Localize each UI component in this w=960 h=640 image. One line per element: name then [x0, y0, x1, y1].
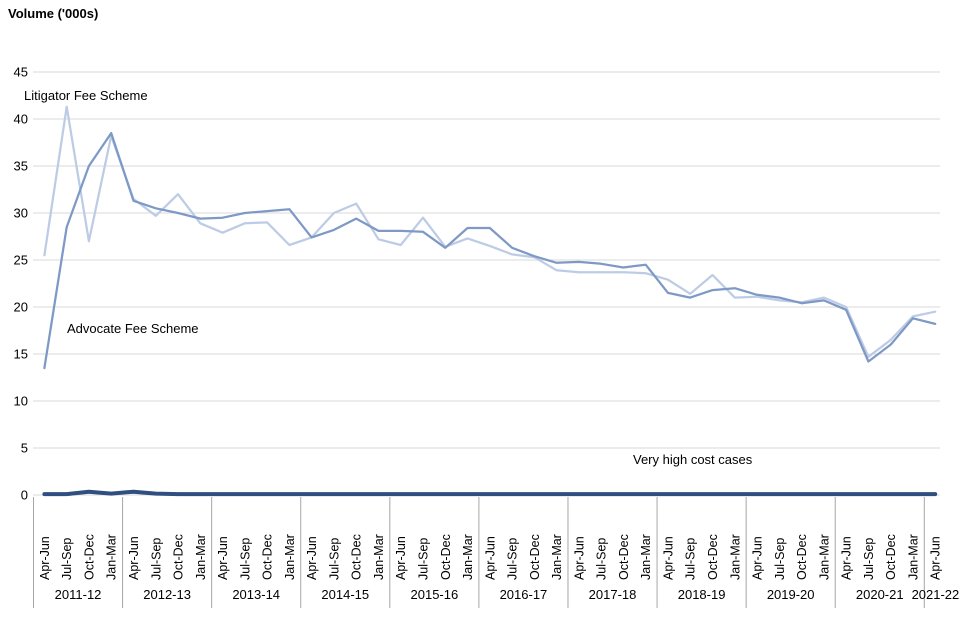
- x-quarter-label: Jan-Mar: [906, 534, 920, 580]
- series-line-litigator-fee-scheme: [43, 105, 937, 358]
- series-line-advocate-fee-scheme: [43, 131, 937, 370]
- chart-title: Volume ('000s): [8, 6, 99, 21]
- x-year-label: 2019-20: [767, 587, 815, 602]
- x-quarter-label: Jan-Mar: [283, 534, 297, 580]
- y-tick-label: 10: [14, 394, 28, 409]
- x-quarter-label: Apr-Jun: [572, 536, 586, 580]
- x-quarter-label: Jul-Sep: [238, 538, 252, 580]
- x-quarter-label: Jan-Mar: [550, 534, 564, 580]
- x-quarter-label: Jul-Sep: [862, 538, 876, 580]
- x-quarter-label: Apr-Jun: [483, 536, 497, 580]
- x-quarter-label: Oct-Dec: [795, 534, 809, 580]
- y-tick-label: 15: [14, 347, 28, 362]
- y-tick-label: 20: [14, 300, 28, 315]
- x-quarter-label: Oct-Dec: [350, 534, 364, 580]
- x-quarter-label: Jan-Mar: [728, 534, 742, 580]
- series-label-litigator-fee-scheme: Litigator Fee Scheme: [24, 88, 148, 103]
- x-quarter-label: Oct-Dec: [617, 534, 631, 580]
- x-quarter-label: Jan-Mar: [817, 534, 831, 580]
- x-quarter-label: Jan-Mar: [639, 534, 653, 580]
- y-tick-label: 5: [21, 441, 28, 456]
- x-year-label: 2016-17: [500, 587, 548, 602]
- x-quarter-label: Apr-Jun: [216, 536, 230, 580]
- x-quarter-label: Oct-Dec: [82, 534, 96, 580]
- x-quarter-label: Apr-Jun: [394, 536, 408, 580]
- x-year-label: 2017-18: [589, 587, 637, 602]
- x-quarter-label: Oct-Dec: [528, 534, 542, 580]
- y-tick-label: 25: [14, 253, 28, 268]
- x-year-label: 2021-22: [912, 587, 960, 602]
- x-quarter-label: Jul-Sep: [773, 538, 787, 580]
- series-label-very-high-cost-cases: Very high cost cases: [633, 452, 753, 467]
- x-year-label: 2015-16: [411, 587, 459, 602]
- x-quarter-label: Apr-Jun: [840, 536, 854, 580]
- x-quarter-label: Jul-Sep: [506, 538, 520, 580]
- x-quarter-label: Oct-Dec: [706, 534, 720, 580]
- x-quarter-label: Jan-Mar: [105, 534, 119, 580]
- x-quarter-label: Apr-Jun: [305, 536, 319, 580]
- x-quarter-label: Apr-Jun: [38, 536, 52, 580]
- x-quarter-label: Jul-Sep: [684, 538, 698, 580]
- series-label-advocate-fee-scheme: Advocate Fee Scheme: [67, 321, 199, 336]
- x-quarter-label: Oct-Dec: [172, 534, 186, 580]
- x-quarter-label: Apr-Jun: [751, 536, 765, 580]
- x-year-label: 2011-12: [55, 587, 102, 602]
- y-tick-label: 0: [21, 488, 28, 503]
- x-year-label: 2020-21: [856, 587, 904, 602]
- x-year-label: 2018-19: [678, 587, 726, 602]
- y-tick-label: 35: [14, 159, 28, 174]
- x-quarter-label: Jul-Sep: [327, 538, 341, 580]
- x-quarter-label: Oct-Dec: [261, 534, 275, 580]
- y-tick-label: 40: [14, 112, 28, 127]
- series-line-very-high-cost-cases: [42, 489, 938, 497]
- x-quarter-label: Jan-Mar: [194, 534, 208, 580]
- x-year-label: 2013-14: [232, 587, 280, 602]
- x-quarter-label: Jan-Mar: [461, 534, 475, 580]
- x-year-label: 2014-15: [321, 587, 369, 602]
- x-quarter-label: Jul-Sep: [60, 538, 74, 580]
- x-quarter-label: Jan-Mar: [372, 534, 386, 580]
- x-quarter-label: Oct-Dec: [884, 534, 898, 580]
- x-quarter-label: Jul-Sep: [595, 538, 609, 580]
- x-quarter-label: Jul-Sep: [149, 538, 163, 580]
- x-quarter-label: Jul-Sep: [416, 538, 430, 580]
- x-quarter-label: Oct-Dec: [439, 534, 453, 580]
- x-quarter-label: Apr-Jun: [127, 536, 141, 580]
- x-quarter-label: Apr-Jun: [929, 536, 943, 580]
- x-year-label: 2012-13: [143, 587, 191, 602]
- y-tick-label: 45: [14, 65, 28, 80]
- y-tick-label: 30: [14, 206, 28, 221]
- x-quarter-label: Apr-Jun: [661, 536, 675, 580]
